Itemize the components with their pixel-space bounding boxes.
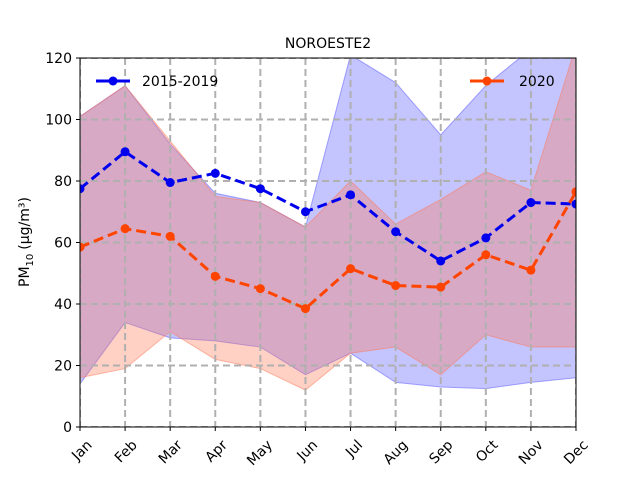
y-tick-label-100: 100 — [45, 113, 72, 129]
plot-content — [80, 58, 576, 427]
data-point-series-1-jan — [80, 184, 85, 194]
data-point-series-1-aug — [391, 227, 401, 237]
y-label-units: (μg/m³) — [17, 197, 33, 250]
data-point-series-2-sep — [436, 282, 446, 292]
legend: 2015-2019 2020 — [96, 74, 555, 90]
y-tick-label-40: 40 — [54, 297, 72, 313]
x-tick-label-sep: Sep — [426, 437, 456, 467]
data-point-series-2-mar — [165, 231, 175, 241]
data-point-series-2-may — [255, 284, 265, 294]
data-point-series-2-jan — [80, 242, 85, 252]
data-point-series-2-aug — [391, 281, 401, 291]
y-label-sub: 10 — [25, 254, 36, 267]
data-point-series-2-jul — [346, 264, 356, 274]
data-point-series-1-feb — [120, 147, 130, 157]
x-tick-label-jul: Jul — [342, 437, 366, 461]
data-point-series-2-feb — [120, 224, 130, 234]
x-tick-label-apr: Apr — [202, 437, 231, 466]
legend-label-1: 2015-2019 — [142, 74, 218, 90]
y-tick-label-20: 20 — [54, 359, 72, 375]
data-point-series-1-nov — [526, 198, 536, 208]
data-point-series-1-apr — [210, 168, 220, 178]
x-tick-label-jun: Jun — [294, 437, 321, 464]
legend-marker-1 — [108, 76, 118, 86]
x-tick-label-aug: Aug — [381, 437, 412, 468]
data-point-series-2-jun — [300, 304, 310, 314]
legend-entry-1: 2015-2019 — [96, 74, 218, 90]
data-point-series-2-oct — [481, 250, 491, 260]
data-point-series-1-jun — [300, 207, 310, 217]
data-point-series-1-sep — [436, 256, 446, 266]
legend-entry-2: 2020 — [470, 74, 555, 90]
data-point-series-2-apr — [210, 271, 220, 281]
legend-marker-2 — [482, 76, 492, 86]
x-tick-label-mar: Mar — [156, 437, 186, 467]
data-point-series-1-dec — [571, 199, 576, 209]
x-tick-label-oct: Oct — [473, 437, 502, 466]
chart-title: NOROESTE2 — [285, 36, 371, 52]
x-tick-label-feb: Feb — [112, 437, 141, 466]
data-point-series-2-dec — [571, 187, 576, 197]
data-point-series-1-oct — [481, 233, 491, 243]
x-tick-label-jan: Jan — [68, 437, 95, 464]
y-label-main: PM — [17, 266, 33, 287]
data-point-series-1-may — [255, 184, 265, 194]
x-tick-label-nov: Nov — [516, 437, 547, 468]
data-point-series-1-mar — [165, 178, 175, 188]
plot-area: 0 20 40 60 80 100 120 Jan Feb Mar Apr May Jun Jul Aug S… — [45, 51, 591, 469]
y-axis-label: PM10 (μg/m³) — [17, 197, 36, 287]
y-tick-label-60: 60 — [54, 236, 72, 252]
legend-label-2: 2020 — [519, 74, 555, 90]
data-point-series-1-jul — [346, 190, 356, 200]
y-tick-label-120: 120 — [45, 51, 72, 67]
y-tick-label-80: 80 — [54, 174, 72, 190]
x-tick-label-may: May — [244, 437, 276, 469]
series-line-2 — [80, 191, 576, 311]
x-tick-label-dec: Dec — [561, 437, 591, 467]
y-tick-label-0: 0 — [63, 420, 72, 436]
data-point-series-2-nov — [526, 265, 536, 275]
